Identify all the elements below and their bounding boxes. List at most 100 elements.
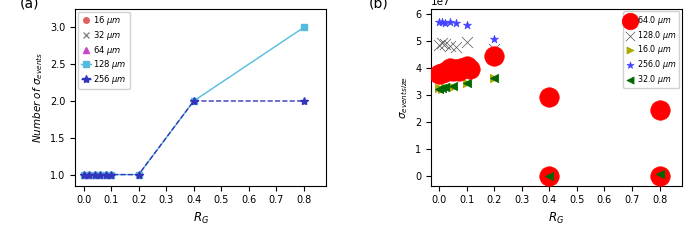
64.0 $\mu m$	[434, 72, 445, 76]
Legend: 64.0 $\mu m$, 128.0 $\mu m$, 16.0 $\mu m$, 256.0 $\mu m$, 32.0 $\mu m$: 64.0 $\mu m$, 128.0 $\mu m$, 16.0 $\mu m…	[623, 11, 679, 88]
64.0 $\mu m$	[447, 69, 458, 73]
Text: (a): (a)	[21, 0, 40, 10]
256 $\mu m$	[90, 173, 99, 176]
Point	[654, 172, 665, 176]
Line: 256 $\mu m$: 256 $\mu m$	[79, 97, 308, 179]
Text: 1e7: 1e7	[431, 0, 451, 7]
64.0 $\mu m$	[462, 64, 473, 68]
256 $\mu m$	[79, 173, 88, 176]
128 $\mu m$	[190, 100, 198, 102]
16 $\mu m$	[79, 173, 88, 176]
256.0 $\mu m$	[439, 21, 450, 25]
64 $\mu m$	[85, 173, 93, 176]
16 $\mu m$	[107, 173, 115, 176]
128.0 $\mu m$	[436, 41, 447, 45]
64 $\mu m$	[107, 173, 115, 176]
256.0 $\mu m$	[434, 21, 445, 24]
32.0 $\mu m$	[439, 86, 450, 89]
32.0 $\mu m$	[462, 81, 473, 85]
256 $\mu m$	[85, 173, 93, 176]
64 $\mu m$	[79, 173, 88, 176]
Line: 128 $\mu m$: 128 $\mu m$	[81, 25, 307, 177]
256.0 $\mu m$	[489, 37, 500, 40]
128 $\mu m$	[101, 173, 110, 176]
Y-axis label: $\sigma_{event size}$: $\sigma_{event size}$	[398, 76, 410, 119]
128 $\mu m$	[79, 173, 88, 176]
256 $\mu m$	[134, 173, 142, 176]
32 $\mu m$	[79, 173, 88, 176]
16.0 $\mu m$	[447, 86, 458, 89]
128.0 $\mu m$	[462, 40, 473, 44]
16.0 $\mu m$	[439, 86, 450, 89]
128 $\mu m$	[300, 26, 308, 29]
16.0 $\mu m$	[462, 81, 473, 85]
128.0 $\mu m$	[439, 42, 450, 45]
64 $\mu m$	[90, 173, 99, 176]
Line: 16 $\mu m$: 16 $\mu m$	[81, 172, 114, 177]
32 $\mu m$	[96, 173, 104, 176]
64.0 $\mu m$	[450, 67, 461, 71]
Point	[654, 174, 665, 178]
128.0 $\mu m$	[450, 45, 461, 49]
256.0 $\mu m$	[544, 96, 555, 100]
32.0 $\mu m$	[489, 76, 500, 80]
32.0 $\mu m$	[434, 87, 445, 90]
16 $\mu m$	[85, 173, 93, 176]
128 $\mu m$	[85, 173, 93, 176]
64.0 $\mu m$	[654, 108, 665, 112]
16.0 $\mu m$	[434, 86, 445, 90]
16.0 $\mu m$	[489, 76, 500, 80]
16 $\mu m$	[90, 173, 99, 176]
256 $\mu m$	[101, 173, 110, 176]
256 $\mu m$	[96, 173, 104, 176]
64.0 $\mu m$	[544, 95, 555, 99]
256.0 $\mu m$	[436, 20, 447, 24]
32 $\mu m$	[90, 173, 99, 176]
32 $\mu m$	[101, 173, 110, 176]
64.0 $\mu m$	[464, 67, 475, 71]
256.0 $\mu m$	[654, 107, 665, 110]
128 $\mu m$	[134, 173, 142, 176]
32.0 $\mu m$	[447, 84, 458, 88]
64.0 $\mu m$	[489, 54, 500, 58]
64.0 $\mu m$	[445, 67, 456, 70]
64 $\mu m$	[96, 173, 104, 176]
64.0 $\mu m$	[442, 68, 453, 72]
128.0 $\mu m$	[654, 106, 665, 109]
64.0 $\mu m$	[453, 69, 464, 73]
X-axis label: $R_G$: $R_G$	[192, 211, 209, 225]
Point	[544, 174, 555, 178]
64.0 $\mu m$	[456, 66, 467, 70]
128.0 $\mu m$	[489, 47, 500, 51]
32.0 $\mu m$	[654, 172, 665, 176]
256 $\mu m$	[190, 100, 198, 102]
16.0 $\mu m$	[654, 106, 665, 109]
128.0 $\mu m$	[445, 44, 456, 48]
16 $\mu m$	[101, 173, 110, 176]
32.0 $\mu m$	[544, 174, 555, 178]
32 $\mu m$	[85, 173, 93, 176]
X-axis label: $R_G$: $R_G$	[548, 211, 564, 225]
Text: (b): (b)	[369, 0, 388, 10]
Line: 32 $\mu m$: 32 $\mu m$	[81, 172, 114, 177]
128 $\mu m$	[90, 173, 99, 176]
16.0 $\mu m$	[436, 87, 447, 90]
256.0 $\mu m$	[450, 21, 461, 25]
256.0 $\mu m$	[462, 23, 473, 27]
Legend: 16 $\mu m$, 32 $\mu m$, 64 $\mu m$, 128 $\mu m$, 256 $\mu m$: 16 $\mu m$, 32 $\mu m$, 64 $\mu m$, 128 …	[78, 11, 129, 89]
Point	[544, 174, 555, 178]
128.0 $\mu m$	[544, 96, 555, 99]
128 $\mu m$	[96, 173, 104, 176]
32 $\mu m$	[107, 173, 115, 176]
128 $\mu m$	[107, 173, 115, 176]
256 $\mu m$	[300, 100, 308, 102]
Y-axis label: Number of $\sigma_{events}$: Number of $\sigma_{events}$	[31, 52, 45, 143]
16.0 $\mu m$	[544, 96, 555, 100]
16 $\mu m$	[96, 173, 104, 176]
256 $\mu m$	[107, 173, 115, 176]
64 $\mu m$	[101, 173, 110, 176]
256.0 $\mu m$	[445, 21, 456, 24]
32.0 $\mu m$	[436, 86, 447, 90]
128.0 $\mu m$	[434, 43, 445, 46]
64.0 $\mu m$	[436, 71, 447, 75]
